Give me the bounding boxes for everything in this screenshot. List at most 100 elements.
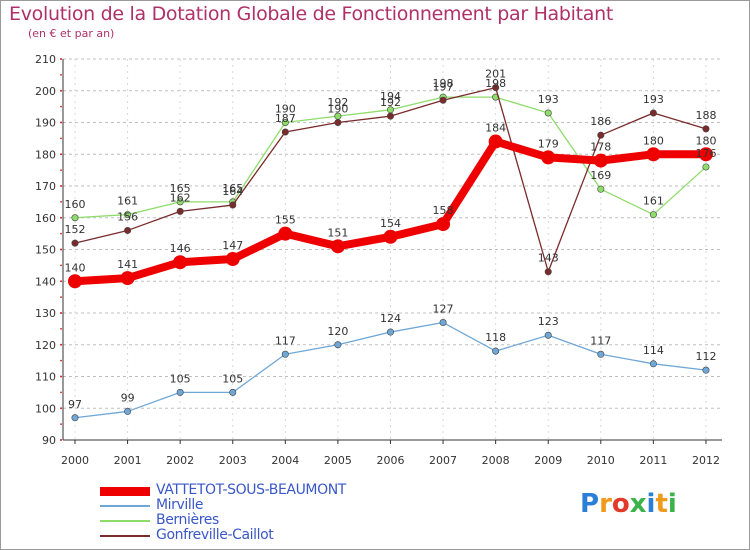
data-label: 99 — [121, 391, 135, 404]
legend-swatch — [100, 535, 150, 537]
y-minor-tick — [60, 327, 62, 330]
data-point — [386, 112, 394, 120]
data-point — [439, 319, 447, 327]
data-point — [176, 388, 184, 396]
y-tick-mark — [60, 343, 62, 346]
data-label: 105 — [222, 372, 243, 385]
data-point — [229, 388, 237, 396]
y-tick-mark — [60, 121, 62, 124]
y-tick-mark — [60, 153, 62, 156]
x-tick-label: 2010 — [587, 454, 615, 467]
data-point — [698, 147, 713, 162]
data-point — [71, 214, 79, 222]
grid-lines — [63, 58, 722, 441]
data-label: 162 — [170, 191, 191, 204]
data-label: 190 — [327, 103, 348, 116]
data-label: 193 — [538, 93, 559, 106]
y-tick-label: 150 — [35, 244, 56, 257]
series-lines — [68, 84, 713, 422]
proxiti-logo: Proxiti — [580, 489, 677, 519]
x-tick-label: 2005 — [324, 454, 352, 467]
data-label: 151 — [327, 226, 348, 239]
data-label: 112 — [695, 350, 716, 363]
data-label: 176 — [695, 147, 716, 160]
legend-swatch — [100, 505, 150, 507]
y-tick-label: 120 — [35, 339, 56, 352]
data-label: 161 — [643, 195, 664, 208]
data-label: 179 — [538, 137, 559, 150]
data-label: 156 — [117, 210, 138, 223]
y-minor-tick — [60, 200, 62, 203]
data-label: 118 — [485, 331, 506, 344]
data-point — [597, 185, 605, 193]
data-label: 123 — [538, 315, 559, 328]
y-tick-label: 210 — [35, 53, 56, 66]
data-point — [176, 198, 184, 206]
data-point — [544, 268, 552, 276]
data-point — [386, 328, 394, 336]
data-point — [173, 255, 188, 270]
data-point — [68, 274, 82, 289]
logo-letter: o — [611, 489, 630, 519]
logo-letter: x — [629, 489, 647, 519]
data-point — [334, 341, 342, 349]
data-label: 124 — [380, 312, 401, 325]
data-point — [593, 153, 608, 168]
data-label: 165 — [170, 182, 191, 195]
data-point — [646, 147, 661, 162]
data-label: 180 — [643, 134, 664, 147]
legend-swatch — [100, 486, 150, 496]
y-tick-mark — [60, 185, 62, 187]
data-point — [492, 84, 500, 92]
y-minor-tick — [60, 232, 62, 235]
data-label: 198 — [433, 77, 454, 90]
data-label: 152 — [65, 223, 86, 236]
data-label: 192 — [327, 96, 348, 109]
y-minor-tick — [60, 169, 62, 172]
logo-letter: t — [655, 489, 668, 519]
y-minor-tick — [60, 359, 62, 362]
y-tick-label: 110 — [35, 371, 56, 384]
y-tick-mark — [60, 248, 62, 251]
axes: 90 100 110 120 130 140 150 160 170 180 190 200 210 20… — [35, 53, 722, 467]
data-point — [649, 211, 657, 219]
x-tick-label: 2008 — [482, 454, 510, 467]
y-tick-label: 140 — [35, 275, 56, 288]
data-label: 186 — [590, 115, 611, 128]
x-tick-label: 2006 — [376, 454, 404, 467]
data-label: 154 — [380, 217, 401, 230]
logo-letter: i — [646, 489, 656, 519]
data-label: 160 — [65, 198, 86, 211]
data-point — [544, 109, 552, 117]
data-label: 193 — [643, 93, 664, 106]
y-tick-mark — [60, 439, 62, 441]
data-point — [488, 134, 503, 149]
y-tick-mark — [60, 216, 62, 219]
data-point — [702, 366, 710, 374]
data-label: 105 — [170, 372, 191, 385]
logo-letter: P — [580, 489, 600, 519]
data-label: 178 — [590, 141, 611, 154]
y-tick-label: 180 — [35, 148, 56, 161]
data-point — [330, 239, 345, 254]
x-tick-label: 2007 — [429, 454, 457, 467]
data-label: 201 — [485, 68, 506, 81]
x-tick-label: 2009 — [534, 454, 562, 467]
data-label: 155 — [275, 214, 296, 227]
y-minor-tick — [60, 137, 62, 140]
y-tick-mark — [60, 89, 62, 92]
data-point — [225, 252, 240, 267]
y-tick-label: 100 — [35, 402, 56, 415]
y-tick-mark — [60, 312, 62, 314]
data-label: 117 — [590, 334, 611, 347]
data-label: 161 — [117, 195, 138, 208]
x-tick-label: 2011 — [639, 454, 667, 467]
data-label: 164 — [222, 185, 243, 198]
data-labels: 140 141 146 147 155 151 154 158 184 179 178 180 180 9… — [65, 68, 717, 411]
y-tick-label: 90 — [42, 434, 56, 447]
line-chart: 90 100 110 120 130 140 150 160 170 180 190 200 210 20… — [35, 53, 722, 467]
x-tick-label: 2012 — [692, 454, 720, 467]
data-label: 184 — [485, 122, 506, 135]
x-tick-label: 2004 — [271, 454, 299, 467]
data-label: 192 — [380, 96, 401, 109]
